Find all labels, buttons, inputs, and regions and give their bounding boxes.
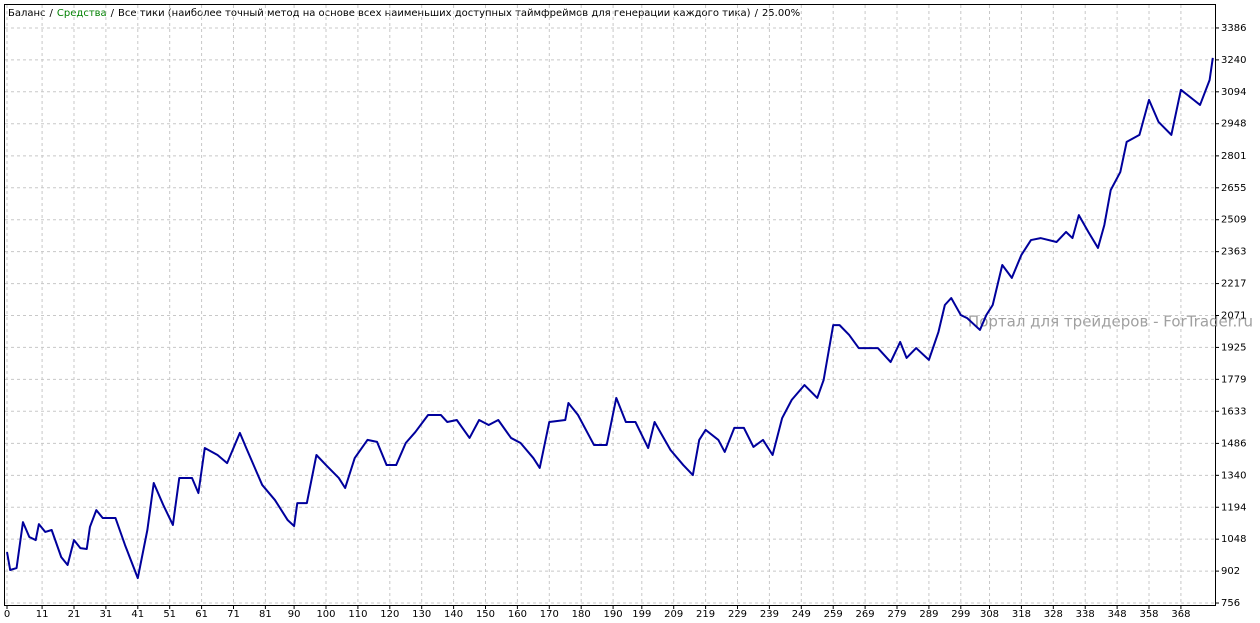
y-tick-label: 2363 (1221, 247, 1246, 258)
y-tick-label: 1048 (1221, 534, 1246, 545)
plot-frame (4, 4, 1216, 606)
x-tick-label: 318 (1012, 609, 1031, 620)
x-tick-label: 170 (540, 609, 559, 620)
x-tick-label: 299 (951, 609, 970, 620)
x-tick-label: 81 (259, 609, 272, 620)
x-tick-label: 259 (824, 609, 843, 620)
x-tick-label: 140 (444, 609, 463, 620)
watermark: Портал для трейдеров - ForTrader.ru (968, 313, 1253, 331)
x-tick-label: 348 (1108, 609, 1127, 620)
y-tick-label: 2948 (1221, 119, 1246, 130)
header-item: Средства (57, 8, 107, 19)
y-tick-label: 1340 (1221, 470, 1246, 481)
x-tick-label: 11 (36, 609, 49, 620)
x-tick-label: 110 (348, 609, 367, 620)
y-tick-label: 1633 (1221, 406, 1246, 417)
y-tick-label: 3386 (1221, 23, 1246, 34)
x-tick-label: 130 (412, 609, 431, 620)
y-tick-label: 3240 (1221, 55, 1246, 66)
x-tick-label: 190 (604, 609, 623, 620)
y-tick-label: 2509 (1221, 215, 1246, 226)
header-item: Все тики (наиболее точный метод на основ… (118, 8, 751, 19)
x-tick-label: 160 (508, 609, 527, 620)
y-tick-label: 1779 (1221, 374, 1246, 385)
y-tick-label: 756 (1221, 598, 1240, 609)
x-tick-label: 100 (316, 609, 335, 620)
x-tick-label: 199 (632, 609, 651, 620)
balance-line (6, 57, 1214, 580)
x-tick-label: 328 (1044, 609, 1063, 620)
header-separator: / (50, 8, 54, 19)
x-tick-label: 338 (1076, 609, 1095, 620)
header-item: 25.00% (762, 8, 800, 19)
x-tick-label: 368 (1171, 609, 1190, 620)
x-tick-label: 41 (131, 609, 144, 620)
x-tick-label: 289 (919, 609, 938, 620)
y-tick-label: 2071 (1221, 310, 1246, 321)
x-tick-label: 229 (728, 609, 747, 620)
x-tick-label: 180 (572, 609, 591, 620)
x-tick-label: 358 (1139, 609, 1158, 620)
y-tick-label: 2217 (1221, 279, 1246, 290)
x-tick-label: 249 (792, 609, 811, 620)
y-tick-label: 1486 (1221, 438, 1246, 449)
y-tick-label: 1925 (1221, 342, 1246, 353)
x-tick-label: 269 (856, 609, 875, 620)
x-tick-label: 219 (696, 609, 715, 620)
x-tick-label: 51 (163, 609, 176, 620)
header-item: Баланс (8, 8, 46, 19)
y-tick-label: 2655 (1221, 183, 1246, 194)
x-tick-label: 209 (664, 609, 683, 620)
header-separator: / (111, 8, 115, 19)
x-tick-label: 120 (380, 609, 399, 620)
y-tick-label: 3094 (1221, 87, 1246, 98)
x-tick-label: 308 (980, 609, 999, 620)
x-tick-label: 239 (760, 609, 779, 620)
x-tick-label: 279 (887, 609, 906, 620)
y-tick-label: 902 (1221, 566, 1240, 577)
x-tick-label: 71 (227, 609, 240, 620)
y-tick-label: 1194 (1221, 502, 1246, 513)
x-tick-label: 0 (4, 609, 10, 620)
x-tick-label: 90 (288, 609, 301, 620)
x-tick-label: 150 (476, 609, 495, 620)
x-tick-label: 21 (68, 609, 81, 620)
x-tick-label: 31 (100, 609, 113, 620)
y-tick-label: 2801 (1221, 151, 1246, 162)
x-tick-label: 61 (195, 609, 208, 620)
chart-header: Баланс / Средства / Все тики (наиболее точны… (8, 8, 800, 19)
header-separator: / (755, 8, 759, 19)
